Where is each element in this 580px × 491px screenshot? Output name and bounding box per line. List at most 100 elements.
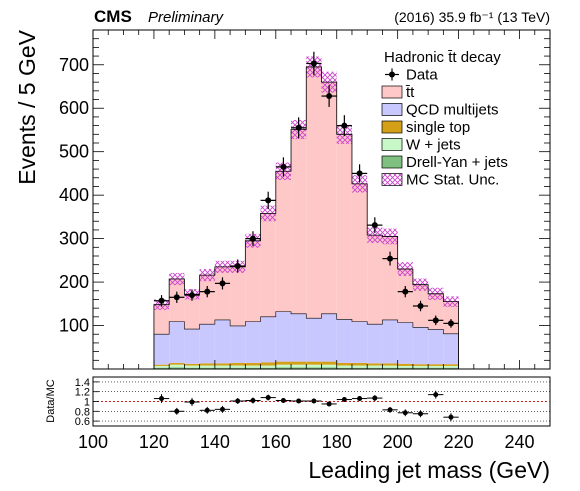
bar-segment [336,367,352,369]
ratio-point [235,398,241,404]
data-point [280,163,287,170]
x-axis-title: Leading jet mass (GeV) [308,457,550,483]
x-tick-label: 120 [139,432,169,452]
bar-segment [275,364,292,368]
bar-segment [351,362,368,366]
ratio-point [219,406,225,412]
data-point [219,280,226,287]
bar-segment [382,363,398,366]
bar-segment [336,134,352,320]
bar-segment [382,367,398,369]
bar-segment [443,365,459,368]
bar-segment [199,324,215,364]
bar-segment [412,364,429,366]
legend-label: single top [406,119,470,136]
ratio-point [448,414,454,420]
bar-segment [260,367,276,369]
data-point [204,288,211,295]
bar-segment [428,329,444,365]
data-point [402,288,409,295]
bar-segment [214,319,231,364]
bar-segment [275,367,292,369]
bar-segment [306,367,322,369]
legend-label: MC Stat. Unc. [406,172,499,189]
bar-segment [382,365,398,368]
bar-segment [367,363,383,366]
data-point [387,255,394,262]
bar-segment [367,365,383,368]
legend-label: Data [406,67,438,84]
bar-segment [214,365,231,368]
ratio-y-tick-label: 1.2 [75,387,90,399]
bar-segment [306,66,322,319]
bar-segment [397,363,413,366]
legend-label: QCD multijets [406,102,499,119]
y-tick-label: 200 [59,272,89,292]
bar-segment [153,304,170,335]
bar-segment [245,367,261,369]
bar-segment [199,363,215,366]
y-tick-label: 100 [59,316,89,336]
bar-segment [428,365,444,368]
bar-segment [336,365,352,368]
bar-segment [184,363,200,366]
ratio-y-tick-label: 1.4 [75,377,90,389]
bar-segment [428,367,444,369]
ratio-y-tick-label: 0.6 [75,416,90,428]
bar-segment [367,324,383,364]
y-tick-label: 400 [59,185,89,205]
bar-segment [321,361,337,365]
bar-segment [443,367,459,369]
bar-segment [412,365,429,368]
bar-segment [275,171,292,312]
stacked-histogram [153,66,459,369]
ratio-point [296,398,302,404]
ratio-point [372,395,378,401]
x-tick-label: 200 [383,432,413,452]
ratio-point [280,398,286,404]
ratio-panel: 0.60.811.21.4 [75,376,551,428]
bar-segment [169,362,185,365]
bar-segment [153,364,170,366]
bar-segment [184,365,200,368]
x-tick-label: 140 [200,432,230,452]
bar-segment [367,367,383,369]
data-point [295,124,302,131]
bar-segment [199,275,215,325]
main-axes: 100 200 300 400 500 600 700 100 120 140 160 180 200 2… [59,29,551,452]
bar-segment [336,362,352,366]
ratio-point [387,407,393,413]
ratio-point [250,398,256,404]
bar-segment [291,364,307,368]
ratio-y-tick-label: 0.8 [75,406,90,418]
bar-segment [260,362,276,366]
bar-segment [397,367,413,369]
bar-segment [397,322,413,364]
data-point [371,222,378,229]
data-point [234,262,241,269]
data-point [432,317,439,324]
ratio-point [311,398,317,404]
bar-segment [428,364,444,366]
legend-swatch [381,155,403,169]
bar-segment [351,183,368,322]
bar-segment [153,334,170,365]
x-tick-label: 100 [78,432,108,452]
ratio-point [265,395,271,401]
legend-label: t̄t [405,84,415,101]
status-label: Preliminary [148,9,225,26]
bar-segment [214,266,231,320]
ratio-point [204,407,210,413]
bar-segment [245,321,261,363]
y-tick-label: 500 [59,142,89,162]
bar-segment [291,361,307,365]
bar-segment [291,367,307,369]
bar-segment [321,367,337,369]
legend-label: W + jets [406,137,461,154]
bar-segment [184,329,200,364]
bar-segment [306,361,322,365]
bar-segment [230,365,246,368]
y-tick-label: 600 [59,98,89,118]
